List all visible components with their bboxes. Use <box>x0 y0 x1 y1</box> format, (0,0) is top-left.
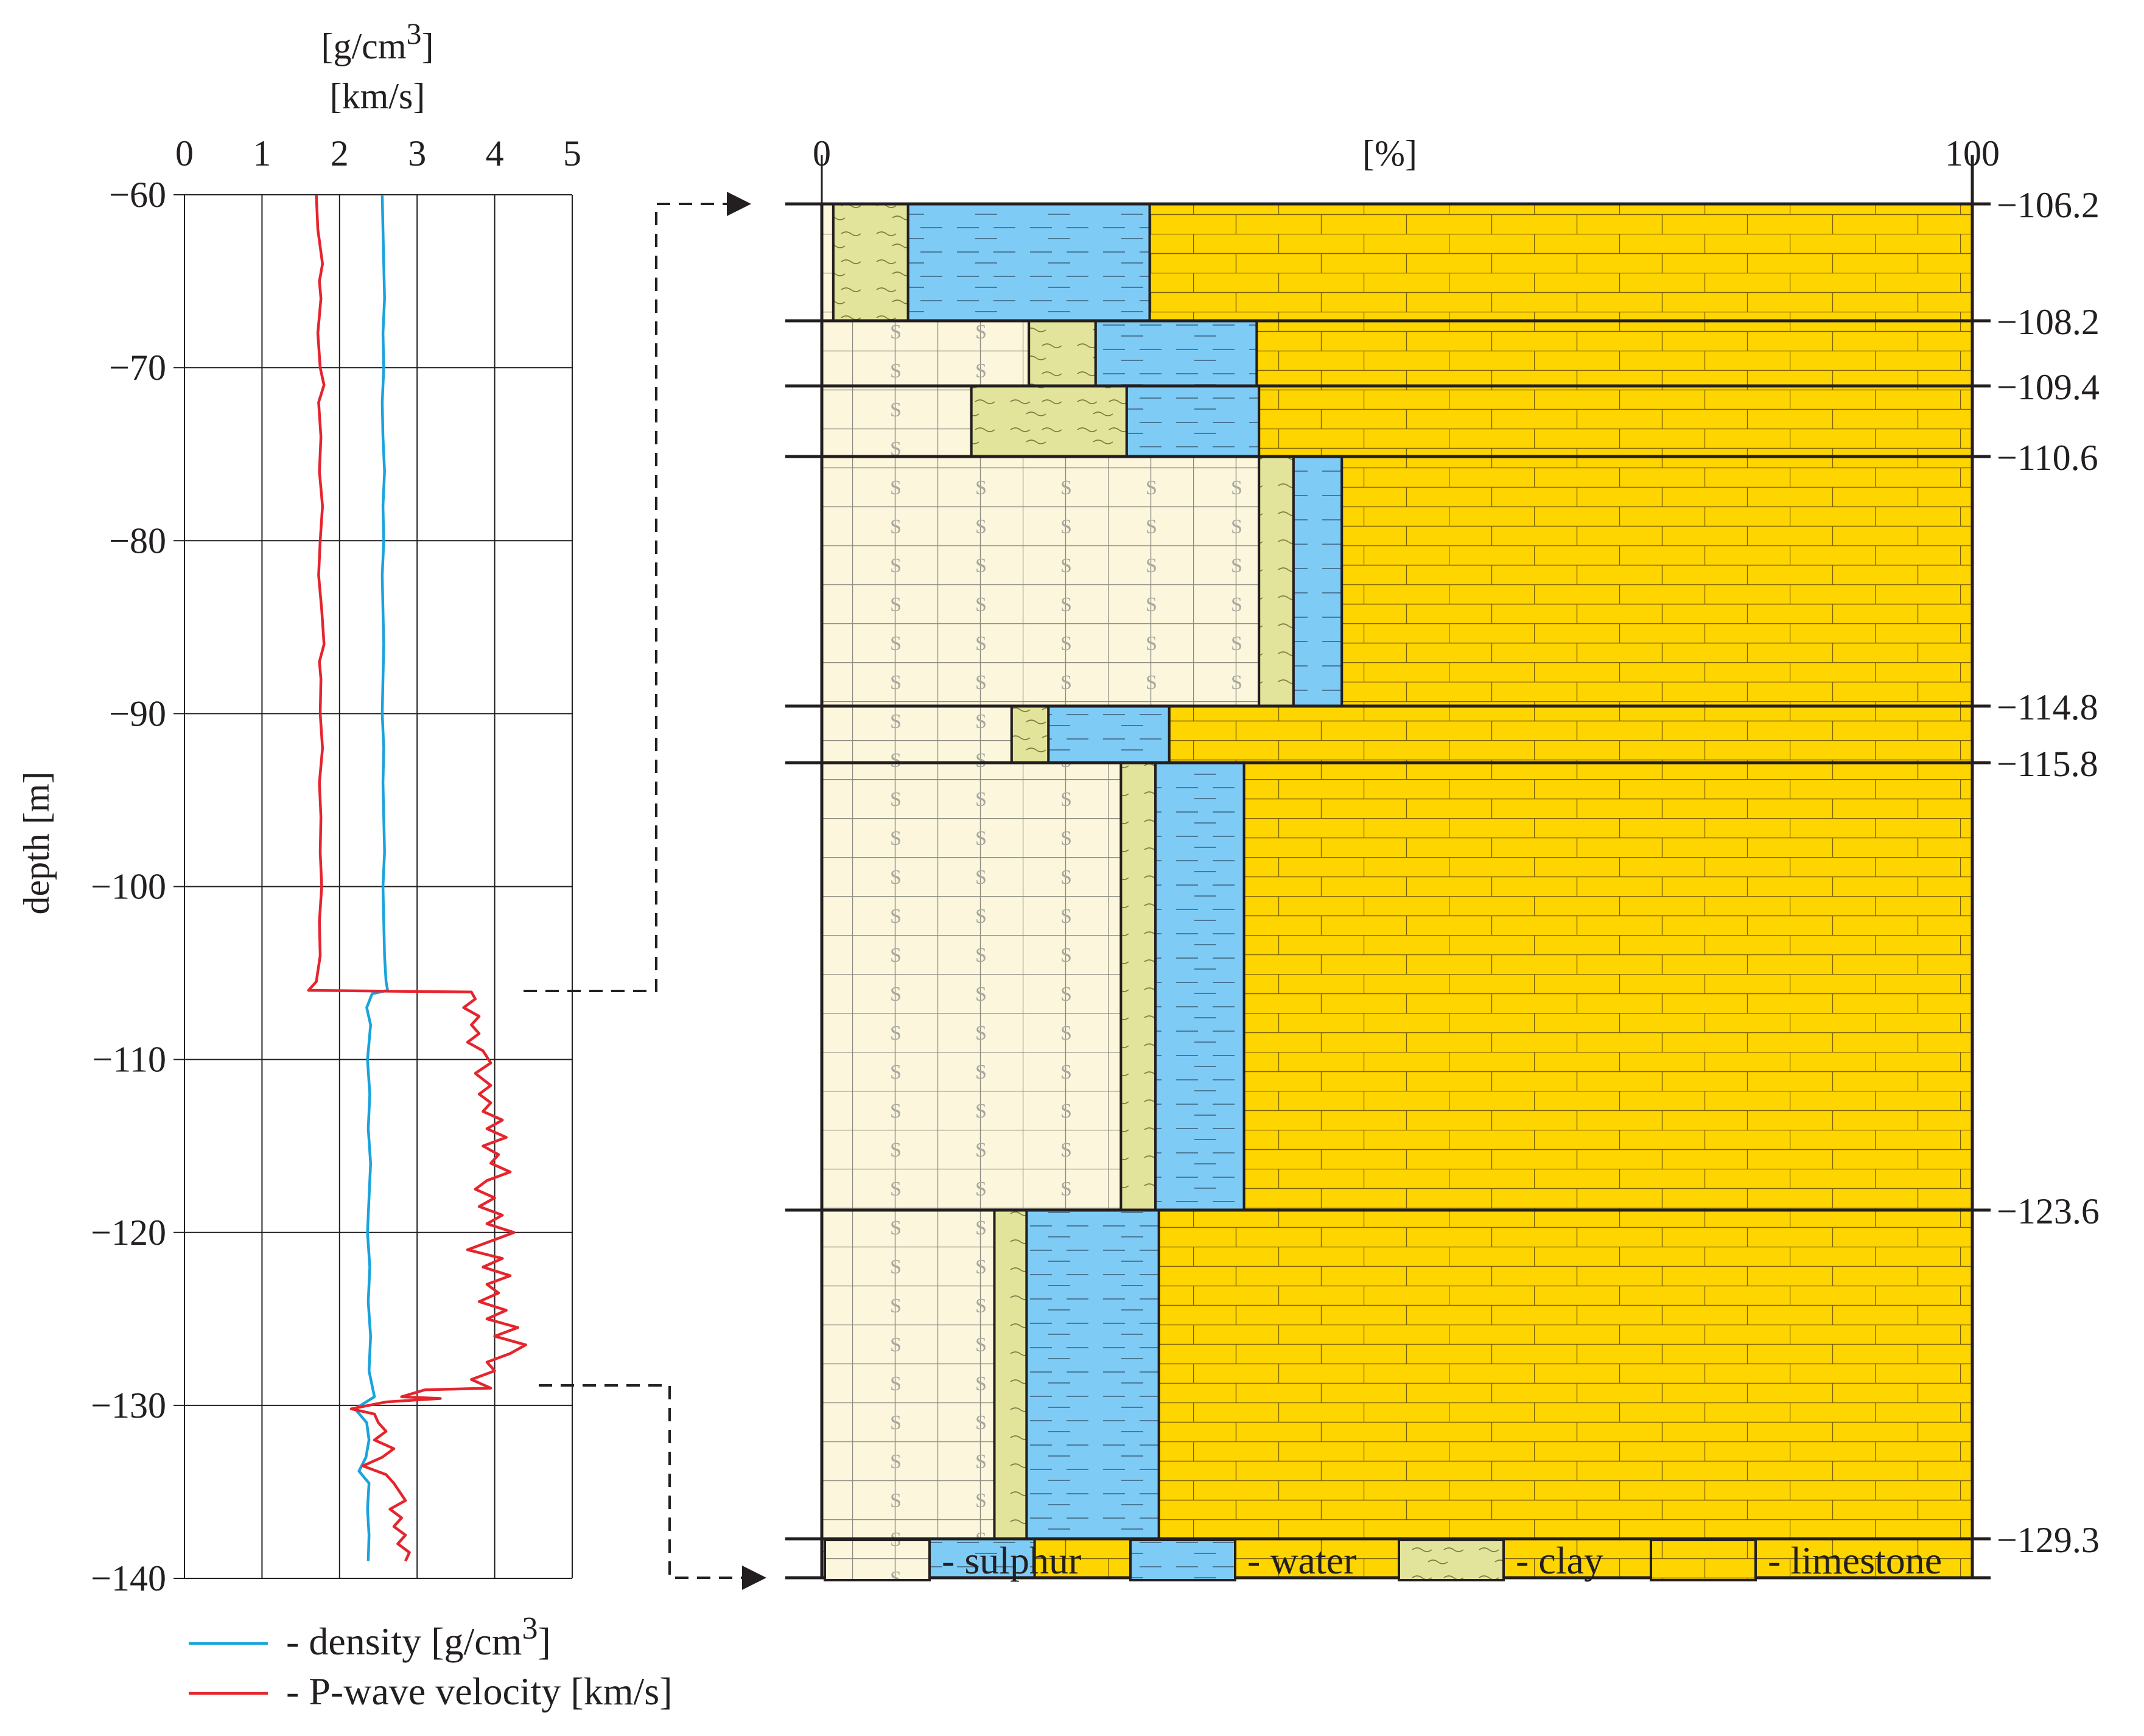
y-tick-label: −90 <box>109 693 166 733</box>
connector-bottom <box>539 1384 766 1590</box>
composition-frame <box>785 155 1991 1580</box>
clay-segment <box>970 385 1128 458</box>
depth-label: −123.6 <box>1997 1191 2100 1231</box>
p-wave-legend-label: - P-wave velocity [km/s] <box>286 1670 673 1713</box>
clay-segment <box>1010 705 1050 764</box>
water-segment <box>1154 761 1245 1211</box>
x-tick-label: 1 <box>253 133 271 173</box>
depth-label: −108.2 <box>1997 302 2100 342</box>
y-tick-label: −70 <box>109 348 166 388</box>
clay-segment <box>832 203 909 322</box>
log-legend: - density [g/cm3] - P-wave velocity [km/s… <box>189 1611 673 1713</box>
clay-legend-label: - clay <box>1516 1539 1603 1582</box>
depth-label: −109.4 <box>1997 367 2100 407</box>
connector-top <box>524 192 751 992</box>
water-legend-label: - water <box>1247 1539 1356 1582</box>
sulphur-segment <box>821 385 973 458</box>
x-tick-label: 4 <box>486 133 504 173</box>
y-tick-label: −110 <box>92 1040 166 1080</box>
pct-tick-100: 100 <box>1945 133 2000 173</box>
log-x-tick-labels: 0 1 2 3 4 5 <box>175 133 581 173</box>
layer-depth-labels: −106.2 −108.2 −109.4 −110.6 −114.8 −115.8 −123… <box>1997 185 2100 1560</box>
limestone-segment <box>1168 705 1974 764</box>
water-segment <box>1125 385 1261 458</box>
depth-label: −115.8 <box>1997 744 2098 784</box>
limestone-segment <box>1258 385 1974 458</box>
limestone-legend-swatch <box>1650 1539 1757 1581</box>
limestone-segment <box>1340 455 1974 707</box>
composition-legend: - sulphur - water - clay - limestone <box>824 1539 1942 1582</box>
x-unit-density: [g/cm3] <box>321 16 434 66</box>
sulphur-segment <box>821 455 1261 707</box>
sulphur-segment <box>821 761 1123 1211</box>
limestone-segment <box>1157 1209 1974 1540</box>
limestone-segment <box>1242 761 1974 1211</box>
limestone-segment <box>1148 203 1974 322</box>
depth-label: −114.8 <box>1997 687 2098 727</box>
x-tick-label: 2 <box>331 133 349 173</box>
density-line <box>354 194 390 1561</box>
y-tick-label: −130 <box>91 1385 166 1426</box>
y-tick-label: −140 <box>91 1558 166 1598</box>
limestone-legend-label: - limestone <box>1768 1539 1942 1582</box>
sulphur-segment <box>821 705 1013 764</box>
sulphur-legend-swatch <box>824 1539 931 1581</box>
x-tick-label: 5 <box>563 133 581 173</box>
clay-segment <box>1119 761 1157 1211</box>
water-segment <box>1025 1209 1160 1540</box>
water-legend-swatch <box>1129 1539 1236 1581</box>
clay-segment <box>993 1209 1028 1540</box>
composition-bars <box>821 203 1974 1579</box>
y-axis-label: depth [m] <box>16 772 57 915</box>
y-tick-label: −120 <box>91 1213 166 1253</box>
depth-label: −129.3 <box>1997 1520 2100 1560</box>
clay-segment <box>1258 455 1295 707</box>
depth-label: −106.2 <box>1997 185 2100 225</box>
limestone-segment <box>1255 320 1974 387</box>
sulphur-segment <box>821 320 1031 387</box>
pct-axis-label: [%] <box>1362 133 1417 173</box>
water-segment <box>906 203 1151 322</box>
p-wave-line <box>307 194 527 1562</box>
composition-plot: 0 100 [%] −106.2 −108.2 −109.4 −110.6 −114.8… <box>785 133 2100 1582</box>
water-segment <box>1292 455 1344 707</box>
clay-legend-swatch <box>1398 1539 1505 1581</box>
log-series <box>307 194 527 1562</box>
y-tick-label: −100 <box>91 867 166 907</box>
water-segment <box>1047 705 1171 764</box>
x-tick-label: 3 <box>408 133 426 173</box>
log-y-tick-labels: −60 −70 −80 −90 −100 −110 −120 −130 −140 <box>91 175 166 1598</box>
density-legend-label: - density [g/cm3] <box>286 1611 551 1663</box>
sulphur-segment <box>821 1209 996 1540</box>
pct-tick-0: 0 <box>813 133 831 173</box>
depth-label: −110.6 <box>1997 438 2098 478</box>
x-unit-velocity: [km/s] <box>330 76 426 116</box>
x-tick-label: 0 <box>175 133 194 173</box>
log-grid <box>173 194 573 1579</box>
sulphur-segment <box>821 203 835 322</box>
water-segment <box>1094 320 1258 387</box>
y-tick-label: −60 <box>109 175 166 215</box>
clay-segment <box>1028 320 1097 387</box>
sulphur-legend-label: - sulphur <box>942 1539 1081 1582</box>
y-tick-label: −80 <box>109 520 166 561</box>
